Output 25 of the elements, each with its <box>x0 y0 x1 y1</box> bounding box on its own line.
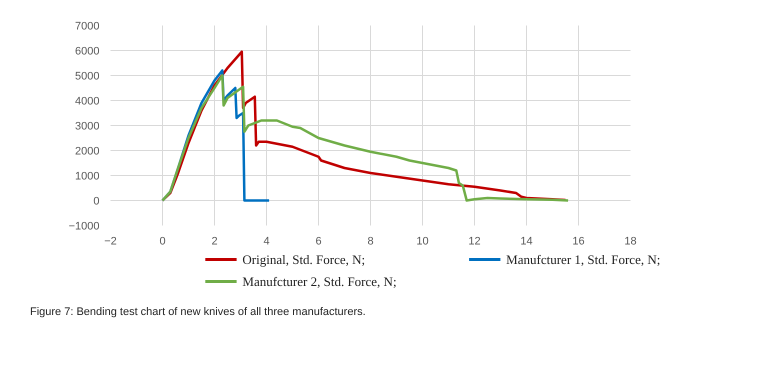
y-tick-label: 2000 <box>75 146 100 158</box>
y-tick-label: 5000 <box>75 70 100 82</box>
y-tick-label: −1000 <box>68 220 100 232</box>
x-tick-label: 6 <box>315 236 322 248</box>
legend-label: Original, Std. Force, N; <box>242 252 366 267</box>
y-tick-label: 6000 <box>75 46 100 58</box>
legend-label: Manufcturer 2, Std. Force, N; <box>242 274 397 289</box>
x-tick-label: −2 <box>104 236 117 248</box>
line-series <box>161 74 570 202</box>
x-tick-label: 2 <box>211 236 218 248</box>
y-tick-label: 4000 <box>75 96 100 108</box>
y-tick-label: 7000 <box>75 20 100 32</box>
x-tick-label: 8 <box>367 236 374 248</box>
x-tick-label: 12 <box>468 236 481 248</box>
caption: Figure 7: Bending test chart of new knives of all three manufacturers. <box>30 305 366 320</box>
x-tick-label: 18 <box>624 236 637 248</box>
x-tick-label: 10 <box>416 236 429 248</box>
x-tick-label: 4 <box>263 236 270 248</box>
y-tick-label: 3000 <box>75 120 100 132</box>
x-tick-label: 0 <box>159 236 166 248</box>
x-tick-label: 16 <box>572 236 585 248</box>
x-tick-label: 14 <box>520 236 533 248</box>
y-tick-label: 0 <box>93 196 100 208</box>
legend-label: Manufcturer 1, Std. Force, N; <box>506 252 660 267</box>
y-tick-label: 1000 <box>75 170 100 182</box>
